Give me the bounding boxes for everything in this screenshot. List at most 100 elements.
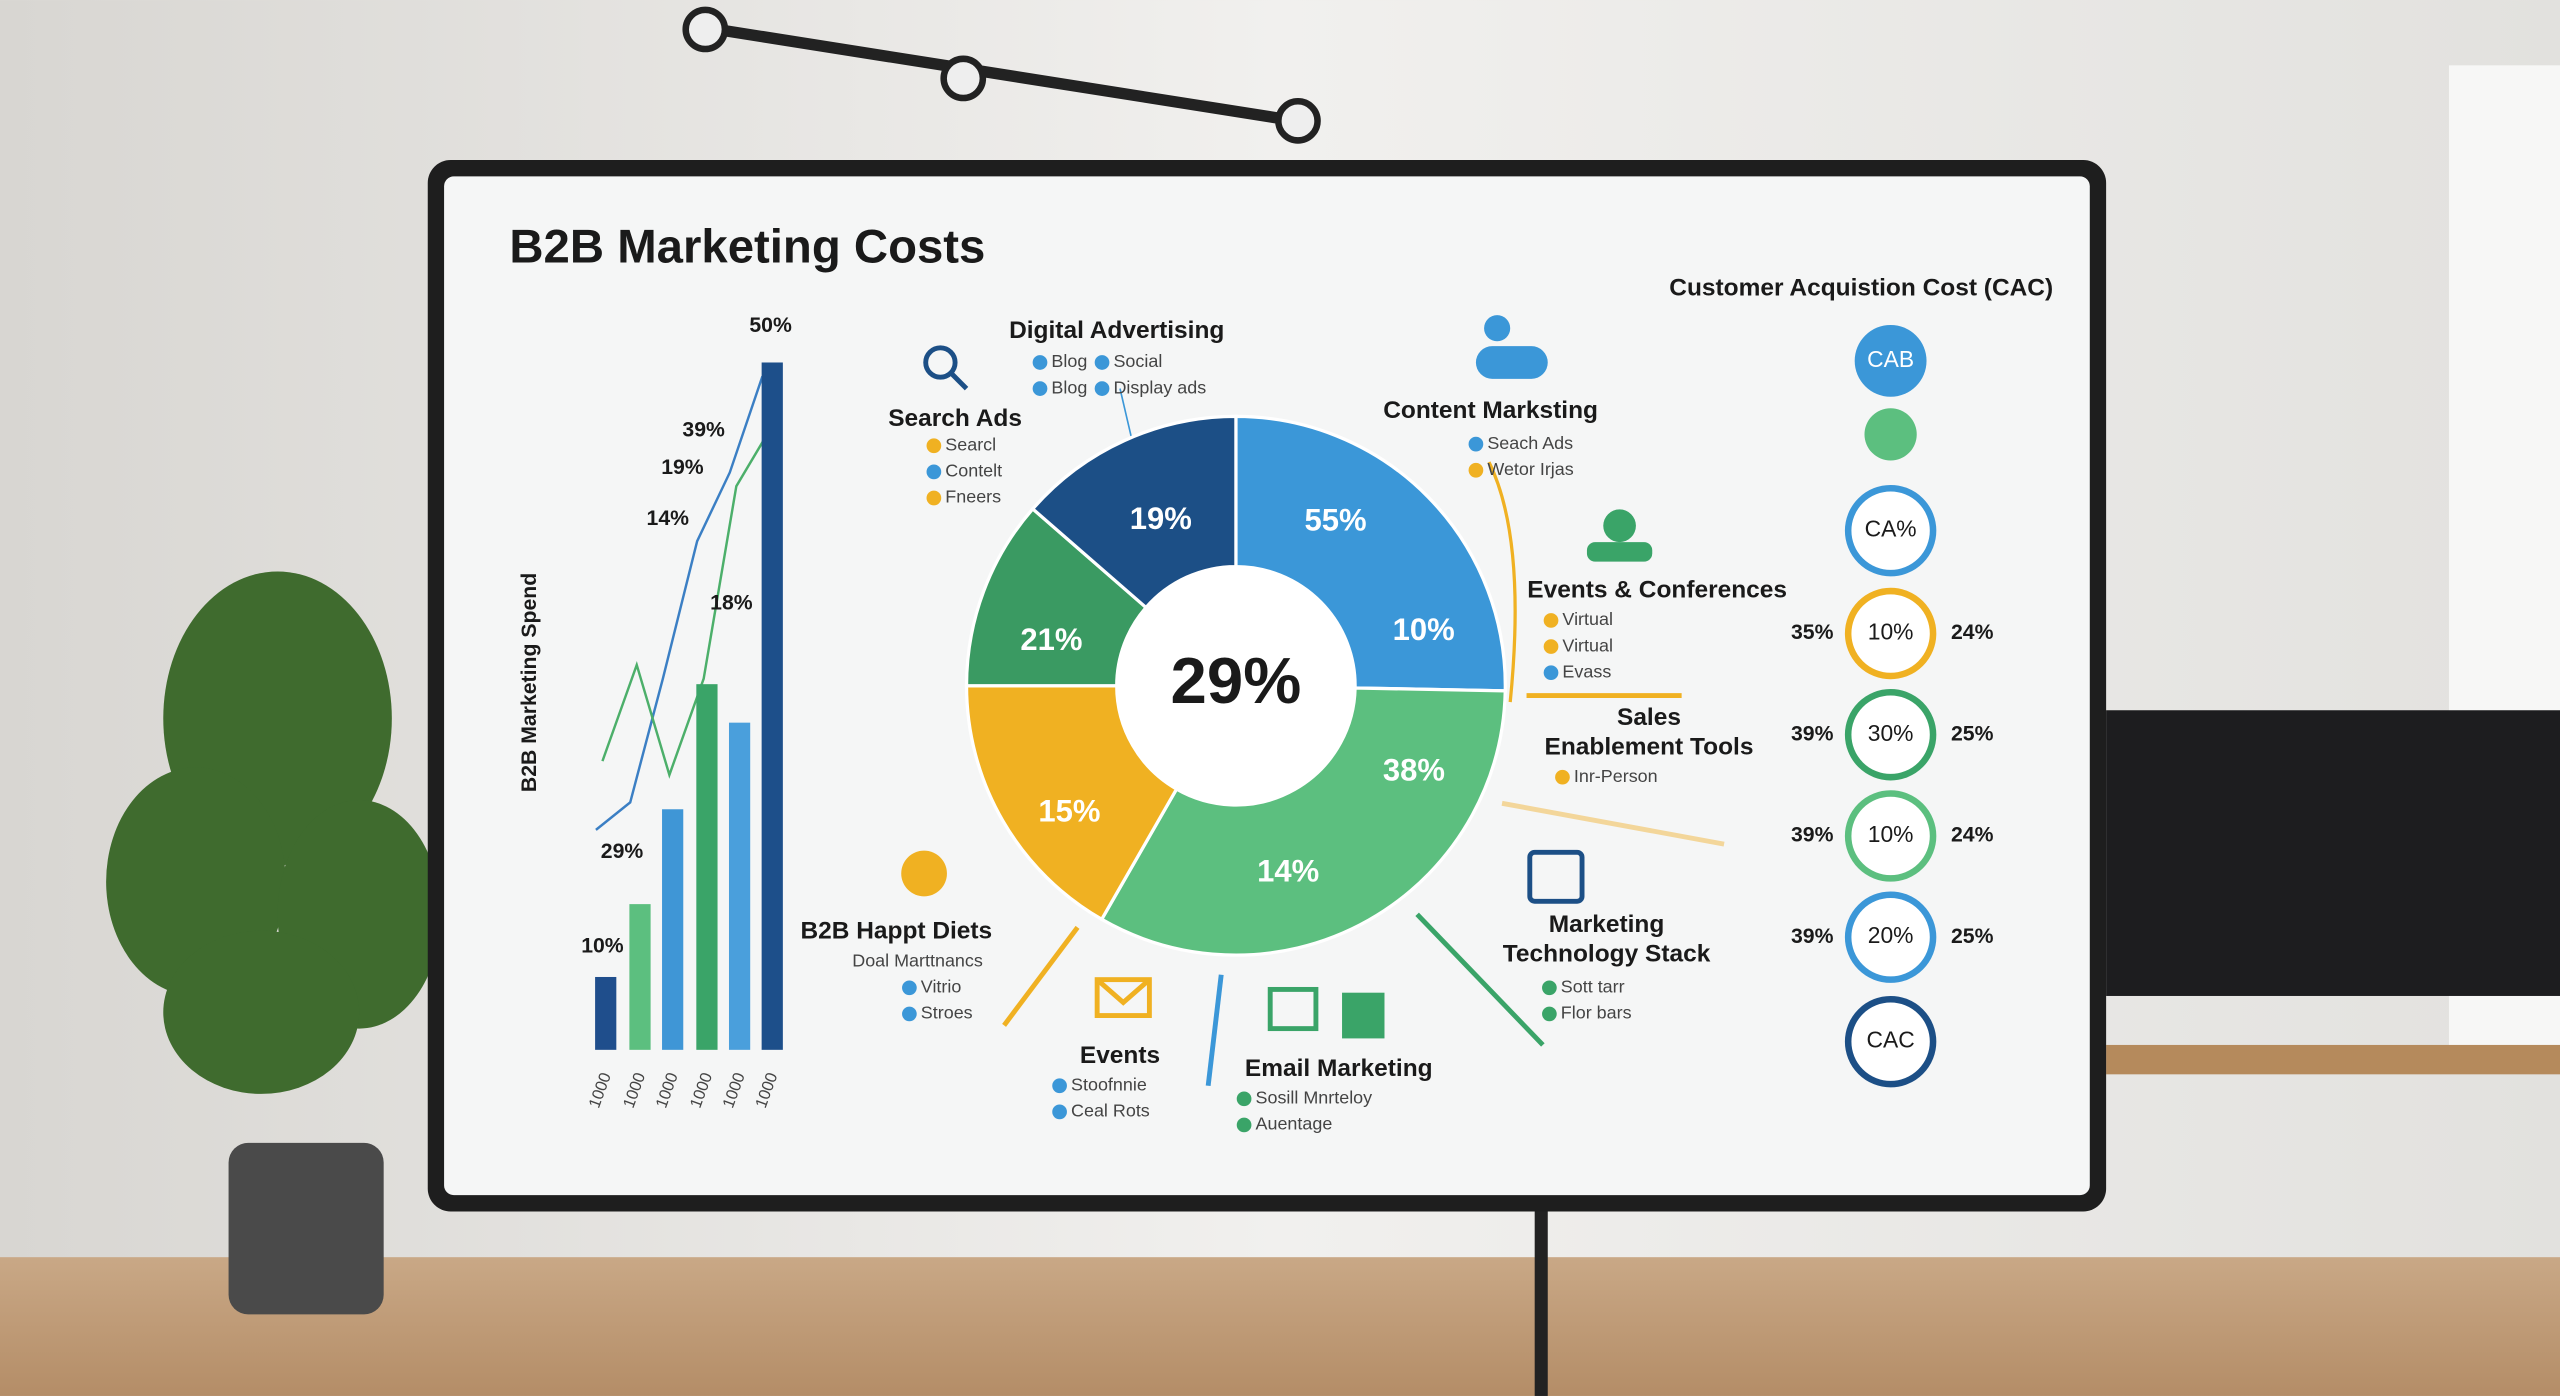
cac-left: 39% bbox=[1791, 824, 1834, 847]
bar-annotation: 39% bbox=[682, 419, 725, 442]
callout-item: Vitrio bbox=[921, 977, 962, 997]
callout-item: Ceal Rots bbox=[1071, 1101, 1150, 1121]
callout-item: Contelt bbox=[945, 461, 1002, 481]
callout-item: Doal Marttnancs bbox=[852, 950, 983, 970]
pie-center-label: 29% bbox=[1171, 644, 1302, 717]
callout-item: Auentage bbox=[1256, 1114, 1333, 1134]
callout-item: Display ads bbox=[1113, 377, 1206, 397]
cac-ring-label: CA% bbox=[1865, 516, 1917, 542]
cac-ring bbox=[1844, 891, 1937, 983]
callout-item: Blog bbox=[1051, 351, 1087, 371]
cac-left: 35% bbox=[1791, 621, 1834, 644]
bar bbox=[696, 684, 718, 1050]
callout-dot bbox=[1543, 665, 1559, 681]
bar-annotation: 19% bbox=[661, 456, 704, 479]
callout-item: Stroes bbox=[921, 1003, 973, 1023]
callout-dot bbox=[1555, 769, 1570, 785]
bar bbox=[662, 809, 684, 1050]
pie-hole bbox=[1116, 566, 1356, 805]
callout-dot bbox=[926, 464, 942, 480]
cac-ring-label: 20% bbox=[1868, 922, 1914, 948]
callout-item: Fneers bbox=[945, 487, 1001, 507]
callout-dot bbox=[1236, 1091, 1252, 1107]
cac-ring bbox=[1844, 484, 1937, 577]
bar bbox=[595, 976, 617, 1050]
cac-ring-label: 10% bbox=[1868, 619, 1914, 645]
pie-label: 15% bbox=[1038, 793, 1100, 828]
callout-title: B2B Happt Diets bbox=[800, 918, 992, 945]
leader-lines bbox=[1002, 388, 1725, 1087]
callout-item: Sott tarr bbox=[1561, 977, 1625, 997]
cac-right: 24% bbox=[1951, 824, 1994, 847]
title: B2B Marketing Costs bbox=[509, 220, 985, 273]
cac-left: 39% bbox=[1791, 722, 1834, 745]
bar-annotation: 18% bbox=[710, 592, 753, 615]
callout-item: Social bbox=[1113, 351, 1162, 371]
bar bbox=[728, 722, 751, 1050]
callout-title: Events & Conferences bbox=[1527, 577, 1787, 604]
callout-dot bbox=[926, 438, 942, 454]
callout-item: Virtual bbox=[1562, 609, 1613, 629]
callout-item: Evass bbox=[1562, 661, 1611, 681]
line-series bbox=[601, 430, 771, 779]
callout-item: Blog bbox=[1051, 377, 1087, 397]
bar bbox=[761, 362, 783, 1050]
callout-title: Marketing bbox=[1549, 911, 1665, 938]
callout-dot bbox=[1094, 381, 1110, 396]
callout-item: Searcl bbox=[945, 434, 996, 454]
callout-dot bbox=[1468, 462, 1484, 478]
cac-ring bbox=[1844, 689, 1937, 781]
bar-annotation: 10% bbox=[581, 935, 624, 958]
callout-dot bbox=[1542, 980, 1557, 996]
cac-ring-label: 30% bbox=[1868, 720, 1914, 746]
bar-annotation: 14% bbox=[647, 507, 690, 530]
bar-annotation: 29% bbox=[601, 840, 644, 863]
cac-right: 24% bbox=[1951, 621, 1994, 644]
bar bbox=[629, 904, 651, 1050]
callout-title: Digital Advertising bbox=[1009, 317, 1224, 344]
callout-item: Inr-Person bbox=[1574, 766, 1658, 786]
callout-dot bbox=[1094, 355, 1110, 370]
bar-annotation: 50% bbox=[749, 314, 792, 337]
icons bbox=[901, 315, 1917, 1039]
cac-right: 25% bbox=[1951, 722, 1994, 745]
cac-ring-label: CAC bbox=[1866, 1027, 1914, 1053]
cac-ring bbox=[1844, 587, 1937, 680]
callout-dot bbox=[1468, 436, 1484, 452]
callout-item: Stoofnnie bbox=[1071, 1074, 1147, 1094]
callout-dot bbox=[1542, 1006, 1557, 1022]
pie-label: 19% bbox=[1130, 501, 1192, 536]
callout-dot bbox=[1052, 1104, 1067, 1120]
callout-title: Sales bbox=[1617, 704, 1681, 731]
callout-title: Events bbox=[1080, 1042, 1160, 1069]
callout-dot bbox=[1032, 355, 1048, 370]
pie-label: 21% bbox=[1020, 622, 1082, 657]
cac-badge bbox=[1854, 324, 1927, 397]
pie-label: 55% bbox=[1304, 503, 1366, 538]
callout-dot bbox=[1032, 381, 1048, 396]
callout-title: Email Marketing bbox=[1245, 1055, 1433, 1082]
y-axis-label: B2B Marketing Spend bbox=[518, 573, 541, 792]
callout-item: Virtual bbox=[1562, 635, 1613, 655]
line-series bbox=[595, 375, 764, 831]
cac-badge-label: CAB bbox=[1867, 346, 1914, 372]
callout-title: Search Ads bbox=[888, 405, 1022, 432]
pie-label: 10% bbox=[1393, 612, 1455, 647]
callout-dot bbox=[902, 980, 917, 996]
cac-title: Customer Acquistion Cost (CAC) bbox=[1669, 274, 2053, 301]
callout-title: Content Marksting bbox=[1383, 397, 1598, 424]
cac-ring-label: 10% bbox=[1868, 821, 1914, 847]
callout-item: Flor bars bbox=[1561, 1003, 1632, 1023]
callout-item: Sosill Mnrteloy bbox=[1256, 1088, 1373, 1108]
cac-ring bbox=[1844, 790, 1937, 882]
callout-dot bbox=[1543, 613, 1559, 628]
callout-dot bbox=[902, 1006, 917, 1022]
callout-title: Technology Stack bbox=[1503, 941, 1711, 968]
callout-title: Enablement Tools bbox=[1545, 733, 1754, 760]
callout-dot bbox=[1543, 639, 1559, 654]
callout-item: Wetor Irjas bbox=[1487, 459, 1573, 479]
cac-ring bbox=[1844, 995, 1937, 1088]
callout-dot bbox=[1236, 1117, 1252, 1133]
